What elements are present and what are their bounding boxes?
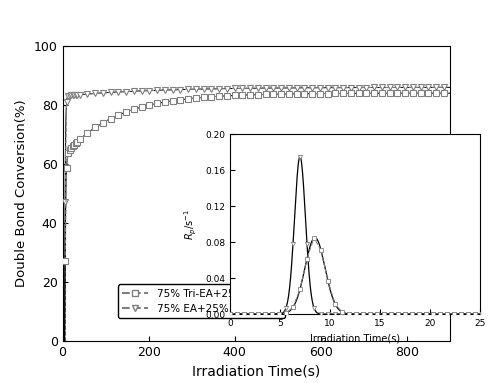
X-axis label: Irradiation Time(s): Irradiation Time(s) [192, 364, 320, 378]
Y-axis label: Double Bond Conversion(%): Double Bond Conversion(%) [15, 100, 28, 287]
X-axis label: Irradiation Time(s): Irradiation Time(s) [310, 334, 400, 344]
Y-axis label: $R_p$/s$^{-1}$: $R_p$/s$^{-1}$ [184, 208, 200, 240]
Legend: 75% Tri-EA+25% SR306, 75% EA+25% SR306: 75% Tri-EA+25% SR306, 75% EA+25% SR306 [118, 285, 285, 318]
